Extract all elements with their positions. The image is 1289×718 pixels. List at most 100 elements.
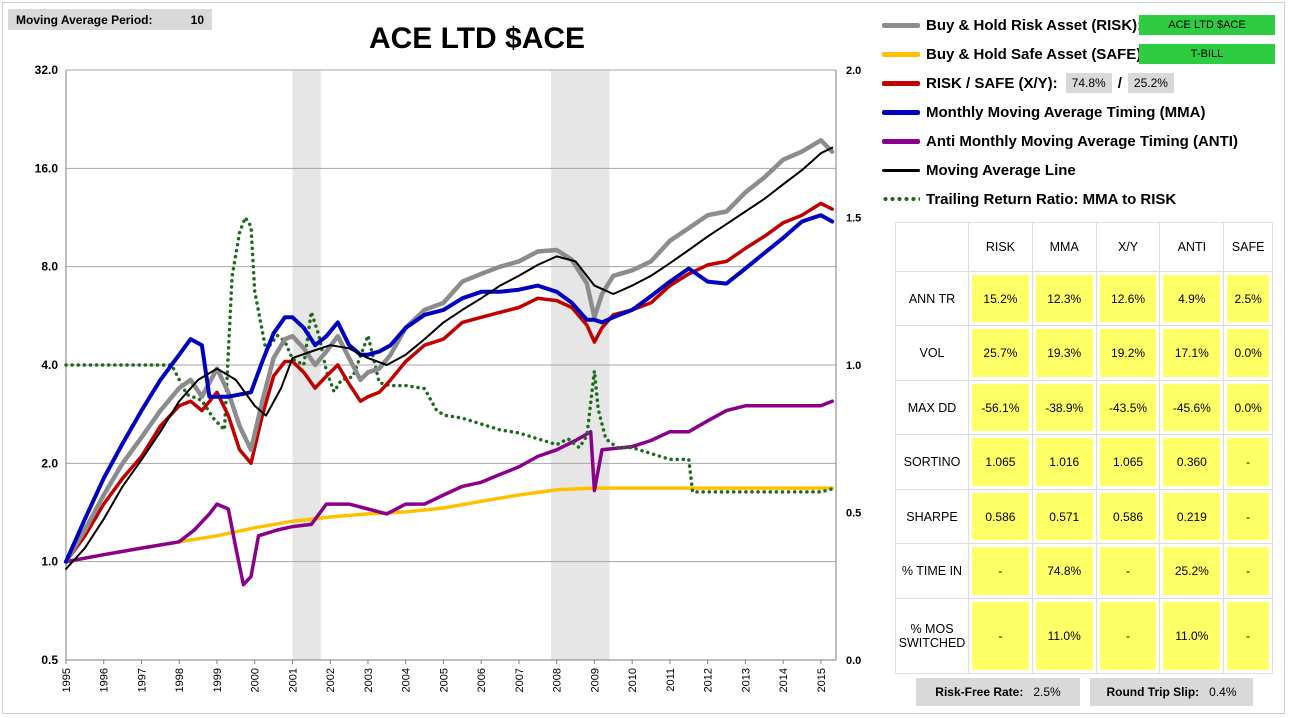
stats-cell: 0.360 xyxy=(1159,434,1225,490)
stats-value: - xyxy=(972,547,1029,595)
legend-mma-swatch xyxy=(882,109,920,115)
stats-value: 11.0% xyxy=(1035,601,1093,670)
stats-cell: 15.2% xyxy=(968,270,1033,327)
stats-cell: 0.219 xyxy=(1159,488,1225,545)
stats-cell: 2.5% xyxy=(1223,270,1273,327)
stats-value: 74.8% xyxy=(1035,547,1093,595)
legend-trailing-swatch xyxy=(882,197,920,201)
stats-cell: -56.1% xyxy=(968,379,1033,436)
stats-cell: - xyxy=(968,543,1033,599)
stats-cell: 11.0% xyxy=(1159,597,1225,675)
x-tick-label: 1996 xyxy=(99,668,111,692)
stats-cell: -43.5% xyxy=(1095,379,1161,436)
x-tick-label: 1999 xyxy=(212,668,224,692)
x-tick-label: 1997 xyxy=(136,668,148,692)
stats-cell: - xyxy=(1223,434,1273,490)
stats-cell: - xyxy=(1223,543,1273,599)
stats-value: 19.2% xyxy=(1099,329,1157,377)
legend-risk-swatch xyxy=(882,22,920,28)
stats-cell: -38.9% xyxy=(1031,379,1097,436)
legend-ma-line: Moving Average Line xyxy=(882,159,1076,181)
stats-value: 1.016 xyxy=(1035,438,1093,486)
stats-row-label: MAX DD xyxy=(895,379,969,436)
stats-value: - xyxy=(1227,492,1269,541)
stats-value: 0.219 xyxy=(1163,492,1221,541)
round-trip-slip-label: Round Trip Slip: xyxy=(1106,685,1200,699)
stats-value: 12.6% xyxy=(1099,275,1157,323)
stats-row: SORTINO 1.065 1.016 1.065 0.360- xyxy=(895,434,1273,490)
stats-value: 25.2% xyxy=(1163,547,1221,595)
x-tick-label: 2000 xyxy=(250,668,262,692)
series-line-mma xyxy=(64,213,835,564)
stats-row: SHARPE 0.586 0.571 0.586 0.219- xyxy=(895,488,1273,545)
risk-free-rate-value: 2.5% xyxy=(1033,685,1061,699)
legend-xy-swatch xyxy=(882,80,920,86)
stats-cell: 0.0% xyxy=(1223,379,1273,436)
stats-cell: 0.586 xyxy=(1095,488,1161,545)
series-line-ma-line xyxy=(65,146,834,570)
stats-row-label: SORTINO xyxy=(895,434,969,490)
stats-cell: 17.1% xyxy=(1159,325,1225,381)
stats-cell: 1.016 xyxy=(1031,434,1097,490)
legend-mma: Monthly Moving Average Timing (MMA) xyxy=(882,101,1205,123)
x-tick-label: 1998 xyxy=(174,668,186,692)
xy-risk-pct: 74.8% xyxy=(1065,73,1112,93)
xy-separator: / xyxy=(1117,74,1122,92)
stats-value: 0.0% xyxy=(1227,329,1269,377)
y2-tick-label: 0.0 xyxy=(846,655,861,667)
ma-period-value: 10 xyxy=(190,12,204,27)
stats-value: -43.5% xyxy=(1099,383,1157,432)
x-tick-label: 1995 xyxy=(61,668,73,692)
stats-col-header: RISK xyxy=(968,222,1033,272)
stats-row: % TIME IN -74.8% -25.2% - xyxy=(895,543,1273,599)
stats-value: 25.7% xyxy=(972,329,1029,377)
stats-value: 11.0% xyxy=(1163,601,1221,670)
legend-safe-label: Buy & Hold Safe Asset (SAFE): xyxy=(926,45,1147,63)
stats-cell: - xyxy=(1223,597,1273,675)
legend-anti: Anti Monthly Moving Average Timing (ANTI… xyxy=(882,130,1238,152)
stats-cell: 25.2% xyxy=(1159,543,1225,599)
stats-row-label: % TIME IN xyxy=(895,543,969,599)
series-line-anti xyxy=(64,399,834,587)
stats-value: 0.360 xyxy=(1163,438,1221,486)
x-tick-label: 2008 xyxy=(552,668,564,692)
chart-title: ACE LTD $ACE xyxy=(369,22,585,55)
risk-free-rate: Risk-Free Rate: 2.5% xyxy=(916,678,1080,706)
x-tick-label: 2004 xyxy=(401,668,413,692)
stats-value: 0.0% xyxy=(1227,383,1269,432)
stats-row: MAX DD -56.1% -38.9% -43.5% -45.6% 0.0% xyxy=(895,379,1273,436)
stats-col-header: ANTI xyxy=(1159,222,1225,272)
stats-value: 12.3% xyxy=(1035,275,1093,323)
x-tick-label: 2013 xyxy=(740,668,752,692)
legend-anti-swatch xyxy=(882,138,920,144)
x-tick-label: 2007 xyxy=(514,668,526,692)
legend-ma-line-label: Moving Average Line xyxy=(926,161,1076,179)
stats-row-label: ANN TR xyxy=(895,270,969,327)
stats-value: - xyxy=(1099,601,1157,670)
stats-value: 0.586 xyxy=(972,492,1029,541)
x-tick-label: 2006 xyxy=(476,668,488,692)
stats-value: - xyxy=(972,601,1029,670)
stats-value: -56.1% xyxy=(972,383,1029,432)
stats-value: - xyxy=(1227,547,1269,595)
stats-row-label: % MOS SWITCHED xyxy=(895,597,969,675)
stats-value: -45.6% xyxy=(1163,383,1221,432)
stats-cell: 19.2% xyxy=(1095,325,1161,381)
stats-row-label: SHARPE xyxy=(895,488,969,545)
stats-cell: 11.0% xyxy=(1031,597,1097,675)
stats-value: 2.5% xyxy=(1227,275,1269,323)
stats-cell: 12.3% xyxy=(1031,270,1097,327)
stats-col-header: MMA xyxy=(1031,222,1097,272)
stats-value: - xyxy=(1227,438,1269,486)
stats-row: % MOS SWITCHED -11.0% -11.0% - xyxy=(895,597,1273,675)
stats-cell: 12.6% xyxy=(1095,270,1161,327)
round-trip-slip-value: 0.4% xyxy=(1209,685,1237,699)
y-tick-label: 16.0 xyxy=(35,161,59,175)
stats-col-header: SAFE xyxy=(1223,222,1273,272)
y2-tick-label: 2.0 xyxy=(846,65,861,77)
legend-risk: Buy & Hold Risk Asset (RISK): xyxy=(882,14,1142,36)
x-tick-label: 2015 xyxy=(816,668,828,692)
ma-period-label: Moving Average Period: xyxy=(16,12,153,27)
series-line-safe xyxy=(64,486,834,564)
